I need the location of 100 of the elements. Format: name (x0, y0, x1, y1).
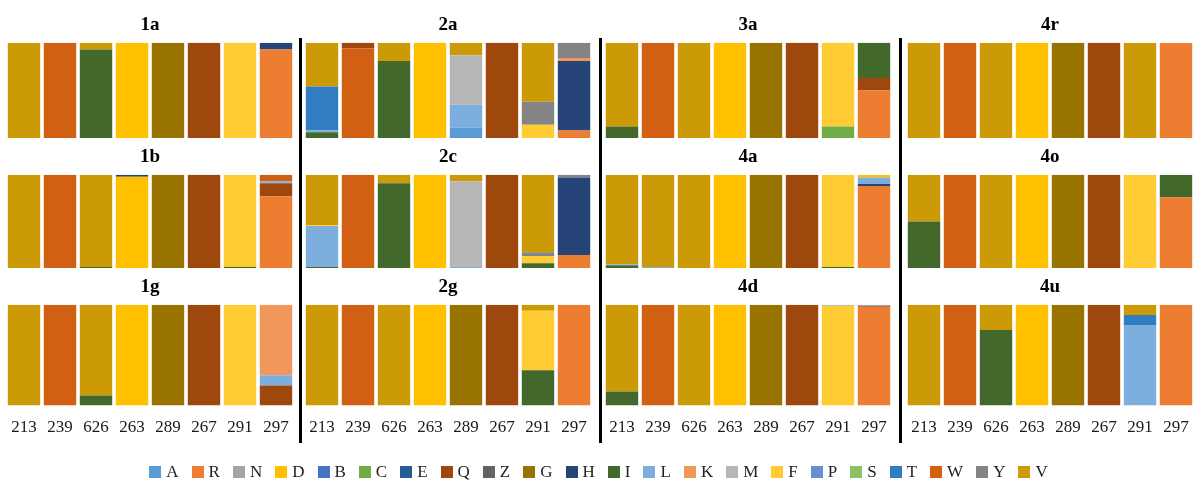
legend-label: Z (499, 462, 511, 482)
bar (785, 304, 819, 406)
chart-title: 1g (140, 275, 160, 297)
bar (259, 304, 293, 376)
bar (7, 304, 41, 406)
bar (713, 174, 747, 268)
bar (557, 60, 591, 131)
legend-label: Q (457, 462, 470, 482)
legend-label: C (375, 462, 388, 482)
x-tick-label: 291 (1127, 417, 1153, 437)
bar (979, 304, 1013, 330)
chart-title: 2c (439, 145, 457, 167)
bar (557, 58, 591, 61)
bar (1087, 304, 1121, 406)
bar (749, 42, 783, 138)
bar (943, 304, 977, 406)
x-tick-label: 213 (11, 417, 37, 437)
x-tick-label: 626 (381, 417, 407, 437)
x-tick-label: 289 (453, 417, 479, 437)
x-tick-label: 626 (681, 417, 707, 437)
bar (521, 42, 555, 102)
legend-label: Y (993, 462, 1006, 482)
x-tick-label: 297 (861, 417, 888, 437)
x-tick-label: 263 (119, 417, 145, 437)
bar (785, 42, 819, 138)
legend-label: B (334, 462, 346, 482)
bar (857, 174, 891, 178)
bar (821, 42, 855, 127)
bar (821, 305, 855, 406)
bar (187, 174, 221, 268)
bar (857, 306, 891, 406)
bar (677, 42, 711, 138)
bar (605, 391, 639, 406)
bar (677, 174, 711, 268)
bar (377, 60, 411, 138)
bar (1123, 314, 1157, 325)
bar (521, 101, 555, 125)
legend-label: V (1035, 462, 1048, 482)
bar (749, 304, 783, 406)
bar (521, 255, 555, 264)
x-tick-label: 289 (1055, 417, 1081, 437)
bar (979, 330, 1013, 406)
legend-label: E (417, 462, 428, 482)
x-tick-label: 291 (227, 417, 253, 437)
x-tick-label: 263 (417, 417, 443, 437)
x-tick-label: 289 (155, 417, 181, 437)
chart-title: 2g (438, 275, 458, 297)
chart-title: 1a (140, 13, 160, 35)
bar (7, 174, 41, 268)
x-tick-label: 213 (309, 417, 335, 437)
x-tick-label: 263 (717, 417, 743, 437)
bar (821, 126, 855, 138)
legend-label: A (166, 462, 179, 482)
legend-label: K (700, 462, 714, 482)
bar (641, 42, 675, 138)
bar (713, 42, 747, 138)
bar (377, 42, 411, 61)
x-tick-label: 213 (911, 417, 937, 437)
bar (341, 174, 375, 268)
bar (413, 42, 447, 138)
bar (413, 174, 447, 268)
x-tick-label: 239 (345, 417, 371, 437)
bar (449, 104, 483, 128)
x-tick-label: 213 (609, 417, 635, 437)
x-tick-label: 239 (947, 417, 973, 437)
bar (305, 174, 339, 226)
chart-title: 4r (1041, 13, 1060, 35)
bar (449, 174, 483, 182)
bar (1123, 304, 1157, 315)
bar (641, 304, 675, 406)
bar (115, 176, 149, 268)
bar (341, 48, 375, 138)
bar (79, 174, 113, 268)
bar (259, 174, 293, 182)
legend-label: H (582, 462, 595, 482)
bar (79, 304, 113, 396)
bar (857, 185, 891, 268)
legend-label: I (624, 462, 631, 482)
bar (605, 304, 639, 392)
chart-title: 3a (738, 13, 758, 35)
bar (749, 174, 783, 268)
bar (605, 126, 639, 138)
bar (907, 304, 941, 406)
bar (557, 174, 591, 178)
bar (259, 183, 293, 197)
bar (259, 196, 293, 268)
x-tick-label: 626 (983, 417, 1009, 437)
bar (305, 86, 339, 131)
bar (449, 42, 483, 56)
x-tick-label: 297 (1163, 417, 1190, 437)
bar (1051, 304, 1085, 406)
x-tick-label: 239 (47, 417, 73, 437)
bar (521, 124, 555, 138)
chart-title: 1b (139, 145, 161, 167)
bar (821, 174, 855, 268)
x-tick-label: 263 (1019, 417, 1045, 437)
legend-label: N (249, 462, 263, 482)
legend-label: M (743, 462, 759, 482)
legend-label: R (208, 462, 220, 482)
chart-title: 2a (438, 13, 458, 35)
